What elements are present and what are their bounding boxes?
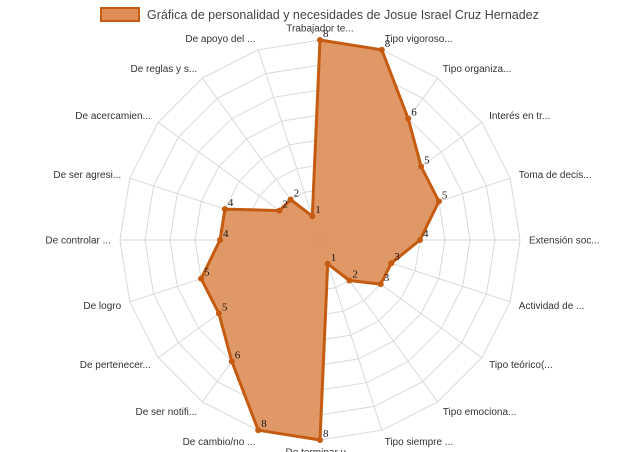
radar-series bbox=[198, 37, 442, 443]
data-label: 3 bbox=[384, 272, 390, 284]
data-point[interactable] bbox=[324, 260, 331, 267]
axis-spoke bbox=[257, 49, 321, 241]
data-label: 1 bbox=[331, 252, 337, 264]
data-label: 4 bbox=[423, 228, 429, 240]
axis-label: De ser notifi... bbox=[135, 407, 197, 418]
data-label: 5 bbox=[222, 302, 228, 314]
data-label: 8 bbox=[261, 418, 267, 430]
data-label: 1 bbox=[315, 204, 321, 216]
data-point[interactable] bbox=[198, 275, 205, 282]
data-point[interactable] bbox=[418, 163, 425, 170]
data-point[interactable] bbox=[221, 206, 228, 213]
data-point[interactable] bbox=[388, 260, 395, 267]
axis-label: Tipo organiza... bbox=[443, 64, 512, 75]
chart-legend[interactable]: Gráfica de personalidad y necesidades de… bbox=[100, 7, 539, 22]
data-point[interactable] bbox=[276, 207, 283, 214]
data-point[interactable] bbox=[215, 310, 222, 317]
legend-swatch bbox=[100, 7, 140, 22]
data-point[interactable] bbox=[255, 427, 262, 434]
data-point[interactable] bbox=[405, 115, 412, 122]
data-label: 2 bbox=[352, 269, 358, 281]
axis-label: Tipo emociona... bbox=[443, 407, 517, 418]
data-point[interactable] bbox=[435, 198, 442, 205]
axis-label: De cambio/no ... bbox=[183, 437, 256, 448]
data-point[interactable] bbox=[346, 277, 353, 284]
axis-label: De apoyo del ... bbox=[185, 34, 255, 45]
axis-label: Actividad de ... bbox=[519, 301, 585, 312]
data-label: 2 bbox=[283, 199, 289, 211]
data-label: 2 bbox=[294, 188, 300, 200]
data-label: 5 bbox=[204, 267, 210, 279]
axis-label: Tipo siempre ... bbox=[385, 437, 454, 448]
data-point[interactable] bbox=[309, 213, 316, 220]
axis-label: Extensión soc... bbox=[529, 236, 600, 247]
axis-label: De terminar u... bbox=[286, 448, 355, 452]
data-point[interactable] bbox=[317, 37, 323, 43]
axis-label: De pertenecer... bbox=[80, 360, 151, 371]
legend-label: Gráfica de personalidad y necesidades de… bbox=[147, 8, 539, 22]
data-label: 6 bbox=[235, 349, 241, 361]
data-label: 3 bbox=[394, 251, 400, 263]
axis-label: Interés en tr... bbox=[489, 111, 550, 122]
axis-label: De controlar ... bbox=[45, 236, 111, 247]
axis-label: Tipo teórico(... bbox=[489, 360, 553, 371]
data-label: 8 bbox=[323, 28, 329, 40]
axis-labels: Trabajador te... Tipo vigoroso... Tipo org… bbox=[45, 24, 599, 452]
axis-label: De reglas y s... bbox=[130, 64, 197, 75]
data-label: 4 bbox=[228, 197, 234, 209]
data-label: 5 bbox=[424, 155, 430, 167]
axis-label: De logro bbox=[83, 301, 121, 312]
data-label: 8 bbox=[323, 428, 329, 440]
data-point[interactable] bbox=[378, 46, 385, 53]
data-label: 8 bbox=[385, 38, 391, 50]
axis-label: De ser agresi... bbox=[53, 170, 121, 181]
axis-label: Tipo vigoroso... bbox=[385, 34, 453, 45]
data-label: 5 bbox=[442, 189, 448, 201]
data-point[interactable] bbox=[217, 237, 223, 243]
data-point[interactable] bbox=[287, 196, 294, 203]
axis-label: Toma de decis... bbox=[519, 170, 592, 181]
axis-label: De acercamien... bbox=[75, 111, 151, 122]
data-point[interactable] bbox=[377, 281, 384, 288]
axis-label: Trabajador te... bbox=[286, 24, 353, 35]
data-label: 4 bbox=[223, 228, 229, 240]
axis-spoke bbox=[319, 239, 383, 431]
data-point[interactable] bbox=[417, 237, 423, 243]
data-point[interactable] bbox=[317, 437, 323, 443]
data-point[interactable] bbox=[228, 358, 235, 365]
data-label: 6 bbox=[411, 107, 417, 119]
series-area[interactable] bbox=[199, 38, 441, 442]
